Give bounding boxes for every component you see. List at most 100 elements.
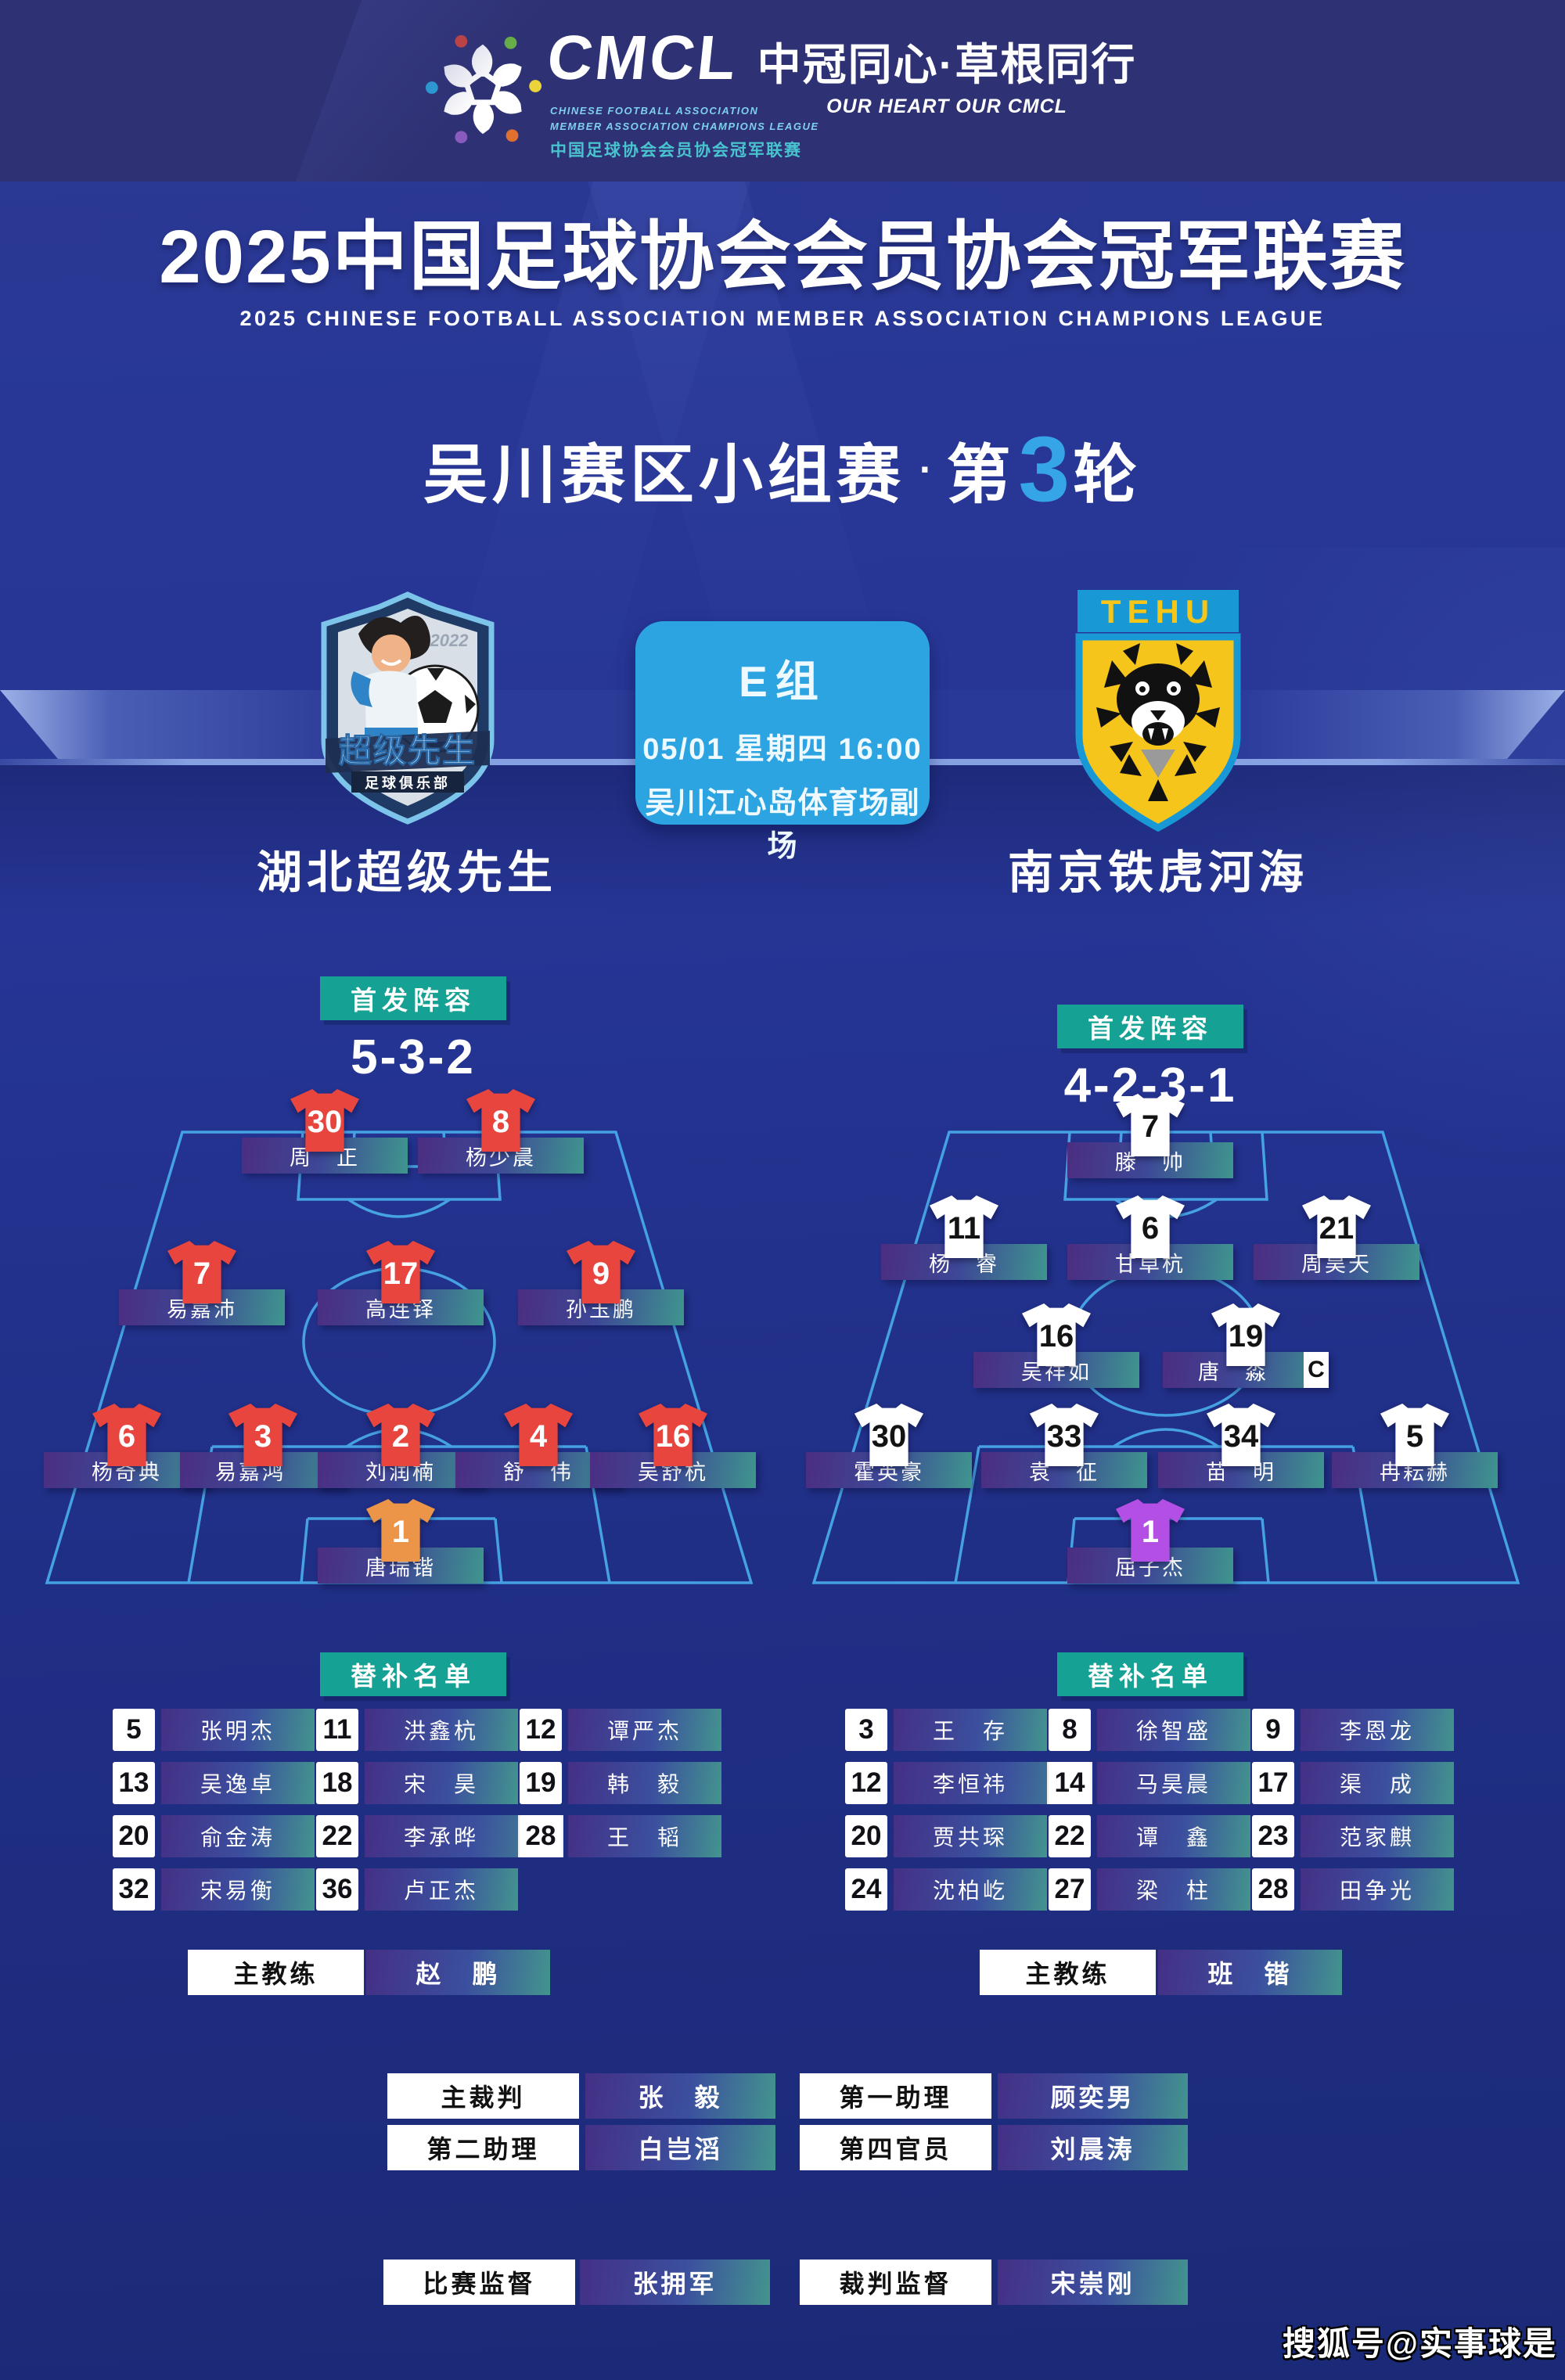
match-supervisor-name: 张拥军 <box>580 2260 770 2305</box>
jersey-icon: 16 <box>639 1404 707 1466</box>
away-coach-label: 主教练 <box>980 1950 1156 1995</box>
jersey-icon: 5 <box>1380 1404 1449 1466</box>
home-team-logo: 2022 超级先生 足球俱乐部 <box>321 591 495 825</box>
sub-row: 18 宋 昊 <box>316 1762 518 1804</box>
round-number: 3 <box>1018 417 1070 521</box>
player-chip: 8 杨少晨 <box>418 1089 584 1174</box>
sub-row: 20 俞金涛 <box>113 1815 315 1857</box>
sub-row: 12 谭严杰 <box>520 1709 721 1751</box>
away-formation: 4-2-3-1 <box>1063 1059 1237 1113</box>
player-chip: 30 霍英豪 <box>806 1404 972 1488</box>
sub-row: 11 洪鑫杭 <box>316 1709 518 1751</box>
cmcl-subline-2: MEMBER ASSOCIATION CHAMPIONS LEAGUE <box>550 120 819 132</box>
captain-badge: C <box>1304 1352 1329 1388</box>
home-coach-label: 主教练 <box>188 1950 364 1995</box>
jersey-icon: 3 <box>228 1404 297 1466</box>
away-coach-name: 班 锴 <box>1158 1950 1342 1995</box>
cmcl-subline-1: CHINESE FOOTBALL ASSOCIATION <box>550 105 759 117</box>
jersey-icon: 4 <box>504 1404 573 1466</box>
round-separator: · <box>919 447 933 491</box>
player-chip-goalkeeper: 1 唐瑞锴 <box>318 1499 484 1584</box>
sub-row: 27 梁 柱 <box>1049 1868 1250 1911</box>
jersey-icon: 9 <box>567 1241 635 1303</box>
assistant2-name: 白岂滔 <box>585 2125 775 2170</box>
referee-supervisor-name: 宋崇刚 <box>998 2260 1188 2305</box>
away-team-name: 南京铁虎河海 <box>1007 847 1308 898</box>
player-chip: 21 周昊天 <box>1254 1195 1419 1280</box>
brand-band: CMCL CHINESE FOOTBALL ASSOCIATION MEMBER… <box>0 0 1565 182</box>
player-chip: 16 吴祥如 <box>973 1303 1139 1388</box>
slogan-en: OUR HEART OUR CMCL <box>826 95 1067 117</box>
player-chip: 11 杨 睿 <box>881 1195 1047 1280</box>
sub-row: 20 贾共琛 <box>845 1815 1047 1857</box>
round-region: 吴川赛区小组赛 <box>423 440 905 511</box>
jersey-icon: 6 <box>1116 1195 1185 1258</box>
jersey-icon: 30 <box>854 1404 923 1466</box>
jersey-icon: 8 <box>466 1089 535 1152</box>
player-chip: 5 冉耘赫 <box>1332 1404 1498 1488</box>
referee-supervisor-label: 裁判监督 <box>800 2260 991 2305</box>
home-lineup-header: 首发阵容 <box>320 976 506 1020</box>
player-chip: 16 吴舒杭 <box>590 1404 756 1488</box>
home-formation: 5-3-2 <box>351 1030 476 1084</box>
assistant1-name: 顾奕男 <box>998 2073 1188 2119</box>
sub-row: 28 田争光 <box>1252 1868 1454 1911</box>
sub-row: 17 渠 成 <box>1252 1762 1454 1804</box>
round-title: 吴川赛区小组赛 · 第 3 轮 <box>0 422 1565 516</box>
sub-row: 5 张明杰 <box>113 1709 315 1751</box>
match-info-card: E组 05/01 星期四 16:00 吴川江心岛体育场副场 <box>635 621 930 863</box>
cmcl-logo-icon <box>425 34 542 144</box>
svg-text:超级先生: 超级先生 <box>339 732 477 769</box>
jersey-icon: 17 <box>366 1241 435 1303</box>
match-datetime: 05/01 星期四 16:00 <box>642 733 923 766</box>
sub-row: 14 马昊晨 <box>1049 1762 1250 1804</box>
sub-row: 28 王 韬 <box>520 1815 721 1857</box>
sub-row: 32 宋易衡 <box>113 1868 315 1911</box>
jersey-icon: 1 <box>366 1499 435 1562</box>
match-venue: 吴川江心岛体育场副场 <box>645 787 920 863</box>
sub-row: 36 卢正杰 <box>316 1868 518 1911</box>
referee-label: 主裁判 <box>387 2073 579 2119</box>
cmcl-wordmark: CMCL <box>544 23 742 92</box>
jersey-icon: 7 <box>1116 1094 1185 1156</box>
jersey-icon: 2 <box>366 1404 435 1466</box>
jersey-icon: 34 <box>1207 1404 1275 1466</box>
player-chip-goalkeeper: 1 屈子杰 <box>1067 1499 1233 1584</box>
page-title-cn: 2025中国足球协会会员协会冠军联赛 <box>159 215 1406 299</box>
player-chip: 7 易嘉沛 <box>119 1241 285 1325</box>
player-chip: 30 周 正 <box>242 1089 408 1174</box>
away-lineup-header: 首发阵容 <box>1057 1005 1243 1048</box>
sub-row: 24 沈柏屹 <box>845 1868 1047 1911</box>
player-chip: 33 袁 征 <box>981 1404 1147 1488</box>
jersey-icon: 33 <box>1030 1404 1099 1466</box>
player-chip: 6 甘卓杭 <box>1067 1195 1233 1280</box>
svg-text:2022: 2022 <box>430 631 470 650</box>
slogan-cn: 中冠同心·草根同行 <box>757 40 1137 89</box>
home-subs-header: 替补名单 <box>320 1652 506 1696</box>
referee-name: 张 毅 <box>585 2073 775 2119</box>
sub-row: 13 吴逸卓 <box>113 1762 315 1804</box>
fourth-official-label: 第四官员 <box>800 2125 991 2170</box>
round-suffix: 轮 <box>1073 440 1142 511</box>
player-chip: 34 苗 明 <box>1158 1404 1324 1488</box>
player-chip: 9 孙玉鹏 <box>518 1241 684 1325</box>
cmcl-subline-cn: 中国足球协会会员协会冠军联赛 <box>550 142 802 160</box>
sub-row: 23 范家麒 <box>1252 1815 1454 1857</box>
watermark: 搜狐号@实事球是 <box>1283 2325 1557 2362</box>
home-team-name: 湖北超级先生 <box>256 847 557 898</box>
assistant2-label: 第二助理 <box>387 2125 579 2170</box>
player-chip: 7 滕 帅 <box>1067 1094 1233 1178</box>
sub-row: 19 韩 毅 <box>520 1762 721 1804</box>
jersey-icon: 11 <box>930 1195 998 1258</box>
match-supervisor-label: 比赛监督 <box>383 2260 575 2305</box>
sub-row: 8 徐智盛 <box>1049 1709 1250 1751</box>
page-title-en: 2025 CHINESE FOOTBALL ASSOCIATION MEMBER… <box>239 307 1326 330</box>
home-coach-name: 赵 鹏 <box>366 1950 550 1995</box>
away-team-logo: TEHU <box>1075 590 1241 832</box>
jersey-icon: 21 <box>1302 1195 1371 1258</box>
player-chip: 17 高连铎 <box>318 1241 484 1325</box>
jersey-icon: 7 <box>167 1241 236 1303</box>
